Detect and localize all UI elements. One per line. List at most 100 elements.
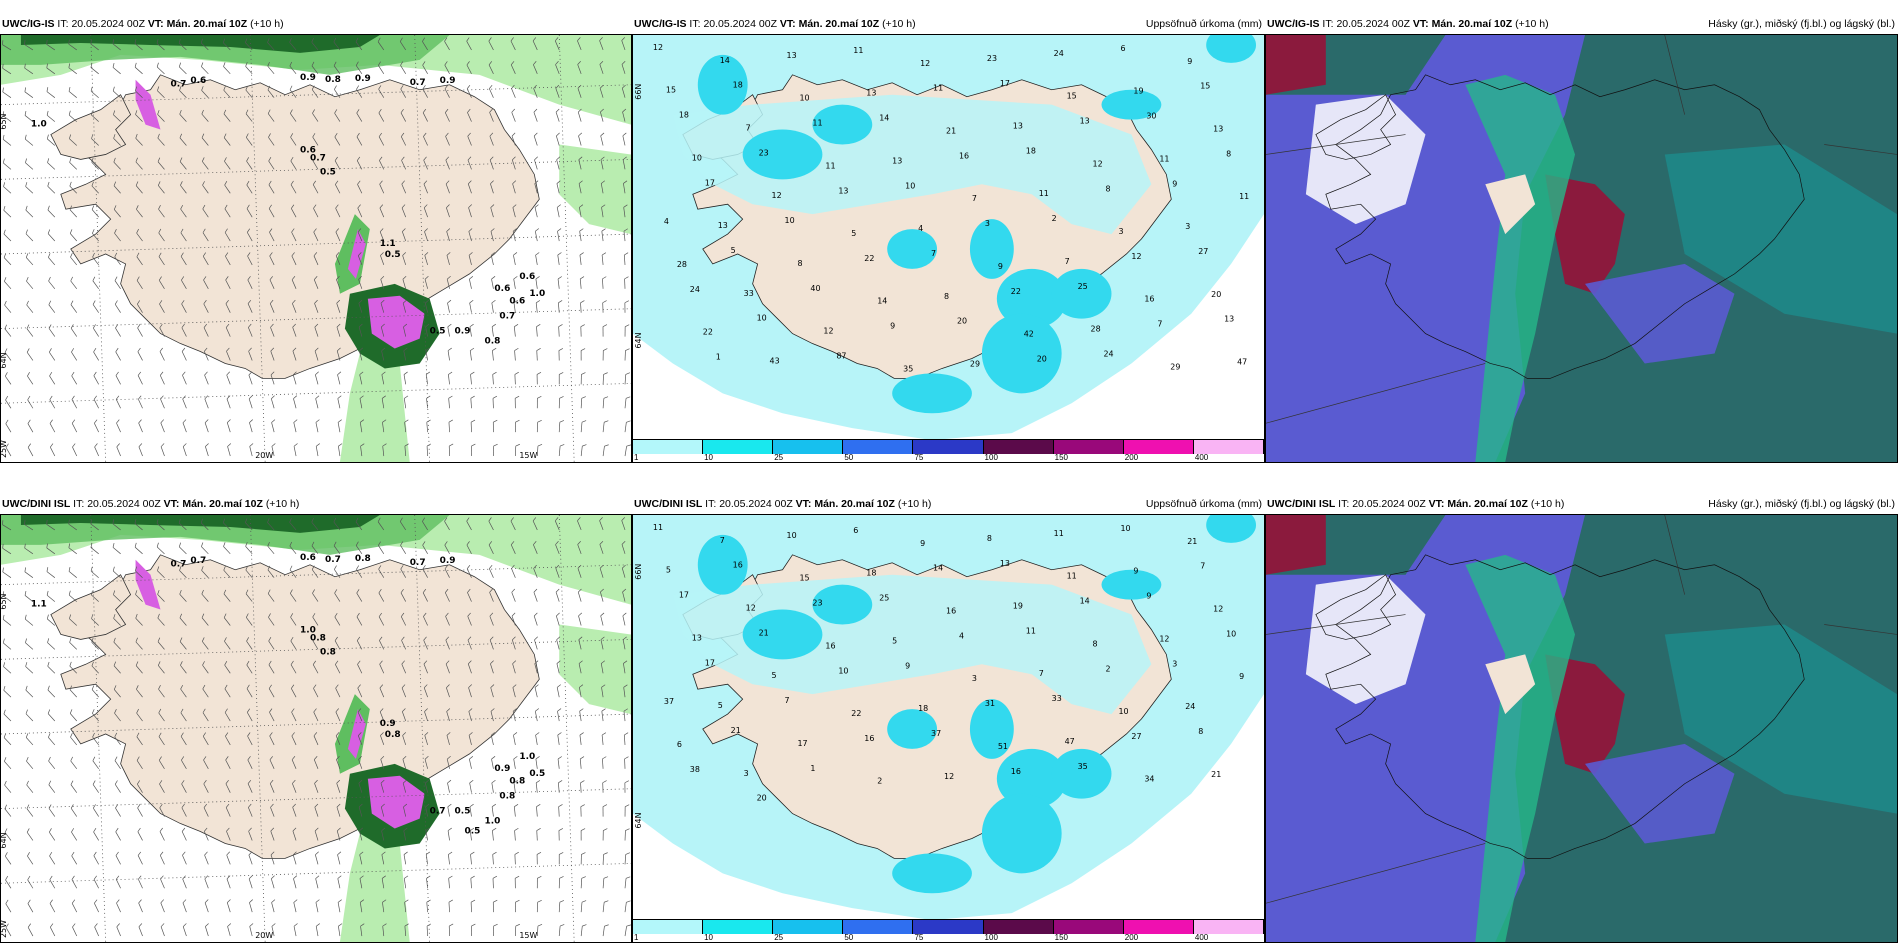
wind-barb — [425, 851, 431, 865]
wind-barb — [90, 519, 99, 531]
wind-barb — [534, 180, 539, 194]
wind-barb — [600, 612, 605, 626]
precip-value-label: 24 — [1054, 49, 1064, 58]
wind-barb — [403, 875, 409, 889]
wind-barb — [25, 709, 34, 722]
wind-barb — [203, 347, 209, 361]
model-label: UWC/IG-IS — [634, 18, 687, 30]
wind-barb — [356, 589, 363, 602]
precip-band-north — [1, 35, 631, 125]
wind-barb — [47, 685, 56, 698]
wind-barb — [536, 924, 543, 937]
wind-barb — [488, 61, 494, 74]
wind-barb — [71, 875, 78, 889]
wind-barb — [267, 518, 275, 531]
wind-barb — [70, 780, 78, 793]
lat-label: 64N — [634, 332, 643, 348]
wind-barb — [160, 875, 165, 889]
wind-barb — [245, 38, 253, 51]
wind-barb — [245, 613, 253, 626]
value-label: 0.7 — [190, 556, 206, 566]
panel-header: UWC/DINI ISL IT: 20.05.2024 00Z VT: Mán.… — [1265, 494, 1898, 514]
precip-value-label: 3 — [1172, 659, 1177, 668]
wind-barb — [424, 755, 429, 769]
wind-barb — [556, 636, 561, 650]
wind-barb — [403, 323, 408, 337]
wind-barb — [425, 827, 430, 841]
precip-value-label: 8 — [1106, 184, 1111, 193]
wind-barb — [577, 517, 582, 531]
wind-barb — [136, 205, 143, 218]
wind-barb — [448, 443, 454, 457]
wind-barb — [337, 851, 342, 865]
wind-barb — [556, 132, 560, 146]
precip-cell — [742, 609, 823, 660]
wind-barb — [577, 37, 582, 51]
colorbar-swatch — [913, 920, 984, 934]
wind-barb — [182, 851, 187, 865]
wind-barb — [425, 323, 430, 337]
wind-barb — [333, 541, 341, 555]
precip-value-label: 31 — [985, 699, 995, 708]
wind-barb — [159, 827, 165, 841]
wind-barb — [468, 252, 473, 266]
wind-barb — [338, 923, 343, 937]
wind-barb — [48, 300, 56, 313]
precip-value-label: 29 — [970, 359, 980, 368]
precip-value-label: 11 — [1039, 189, 1049, 198]
precip-value-label: 24 — [1104, 349, 1114, 358]
wind-barb — [46, 590, 56, 602]
precip-value-label: 12 — [1213, 605, 1223, 614]
precip-value-label: 8 — [1226, 149, 1231, 158]
wind-barb — [359, 851, 364, 865]
precip-value-label: 13 — [892, 156, 902, 165]
precip-value-label: 15 — [1067, 92, 1077, 101]
value-label: 0.5 — [320, 167, 336, 177]
wind-barb — [602, 420, 609, 433]
wind-barb — [245, 518, 253, 531]
graticule-lat — [1, 639, 631, 660]
wind-barb — [181, 827, 187, 841]
colorbar-swatch — [633, 440, 704, 454]
init-time: 20.05.2024 00Z — [1336, 18, 1410, 30]
wind-barb — [357, 252, 363, 266]
wind-barb — [488, 517, 494, 531]
wind-barb — [113, 134, 121, 146]
wind-barb — [4, 757, 12, 770]
wind-barb — [336, 299, 341, 313]
wind-barb — [404, 443, 409, 457]
wind-barb — [292, 371, 297, 385]
value-label: 0.8 — [509, 777, 525, 787]
wind-barb — [534, 684, 539, 698]
wind-barb — [291, 732, 297, 746]
wind-barb — [382, 899, 387, 913]
wind-barb — [223, 542, 231, 555]
wind-barb — [512, 180, 517, 194]
precip-value-label: 3 — [985, 219, 990, 228]
wind-barb — [180, 204, 187, 218]
graticule-lat — [1, 308, 631, 330]
wind-barb — [381, 875, 386, 889]
wind-barb — [469, 803, 474, 817]
wind-barb — [158, 756, 165, 769]
wind-barb — [49, 851, 56, 865]
precip-value-label: 13 — [838, 186, 848, 195]
wind-barb — [337, 875, 342, 889]
wind-barb — [466, 565, 472, 578]
wind-barb — [69, 158, 78, 170]
precip-colorbar: 1 10 25 50 75 100 150 200 400 — [633, 439, 1264, 462]
wind-barb — [24, 614, 34, 626]
wind-barb — [312, 133, 319, 146]
wind-barb — [510, 61, 516, 74]
wind-barb — [381, 851, 386, 865]
wind-barb — [293, 395, 298, 409]
wind-barb — [624, 804, 630, 817]
lat-label: 25W — [1, 920, 8, 938]
wind-barb — [27, 419, 34, 433]
wind-barb — [136, 276, 143, 290]
wind-barb — [558, 780, 563, 793]
colorbar-tick-label: 75 — [914, 453, 924, 462]
wind-barb — [94, 923, 100, 937]
wind-barb — [49, 395, 56, 409]
wind-barb — [623, 180, 628, 194]
